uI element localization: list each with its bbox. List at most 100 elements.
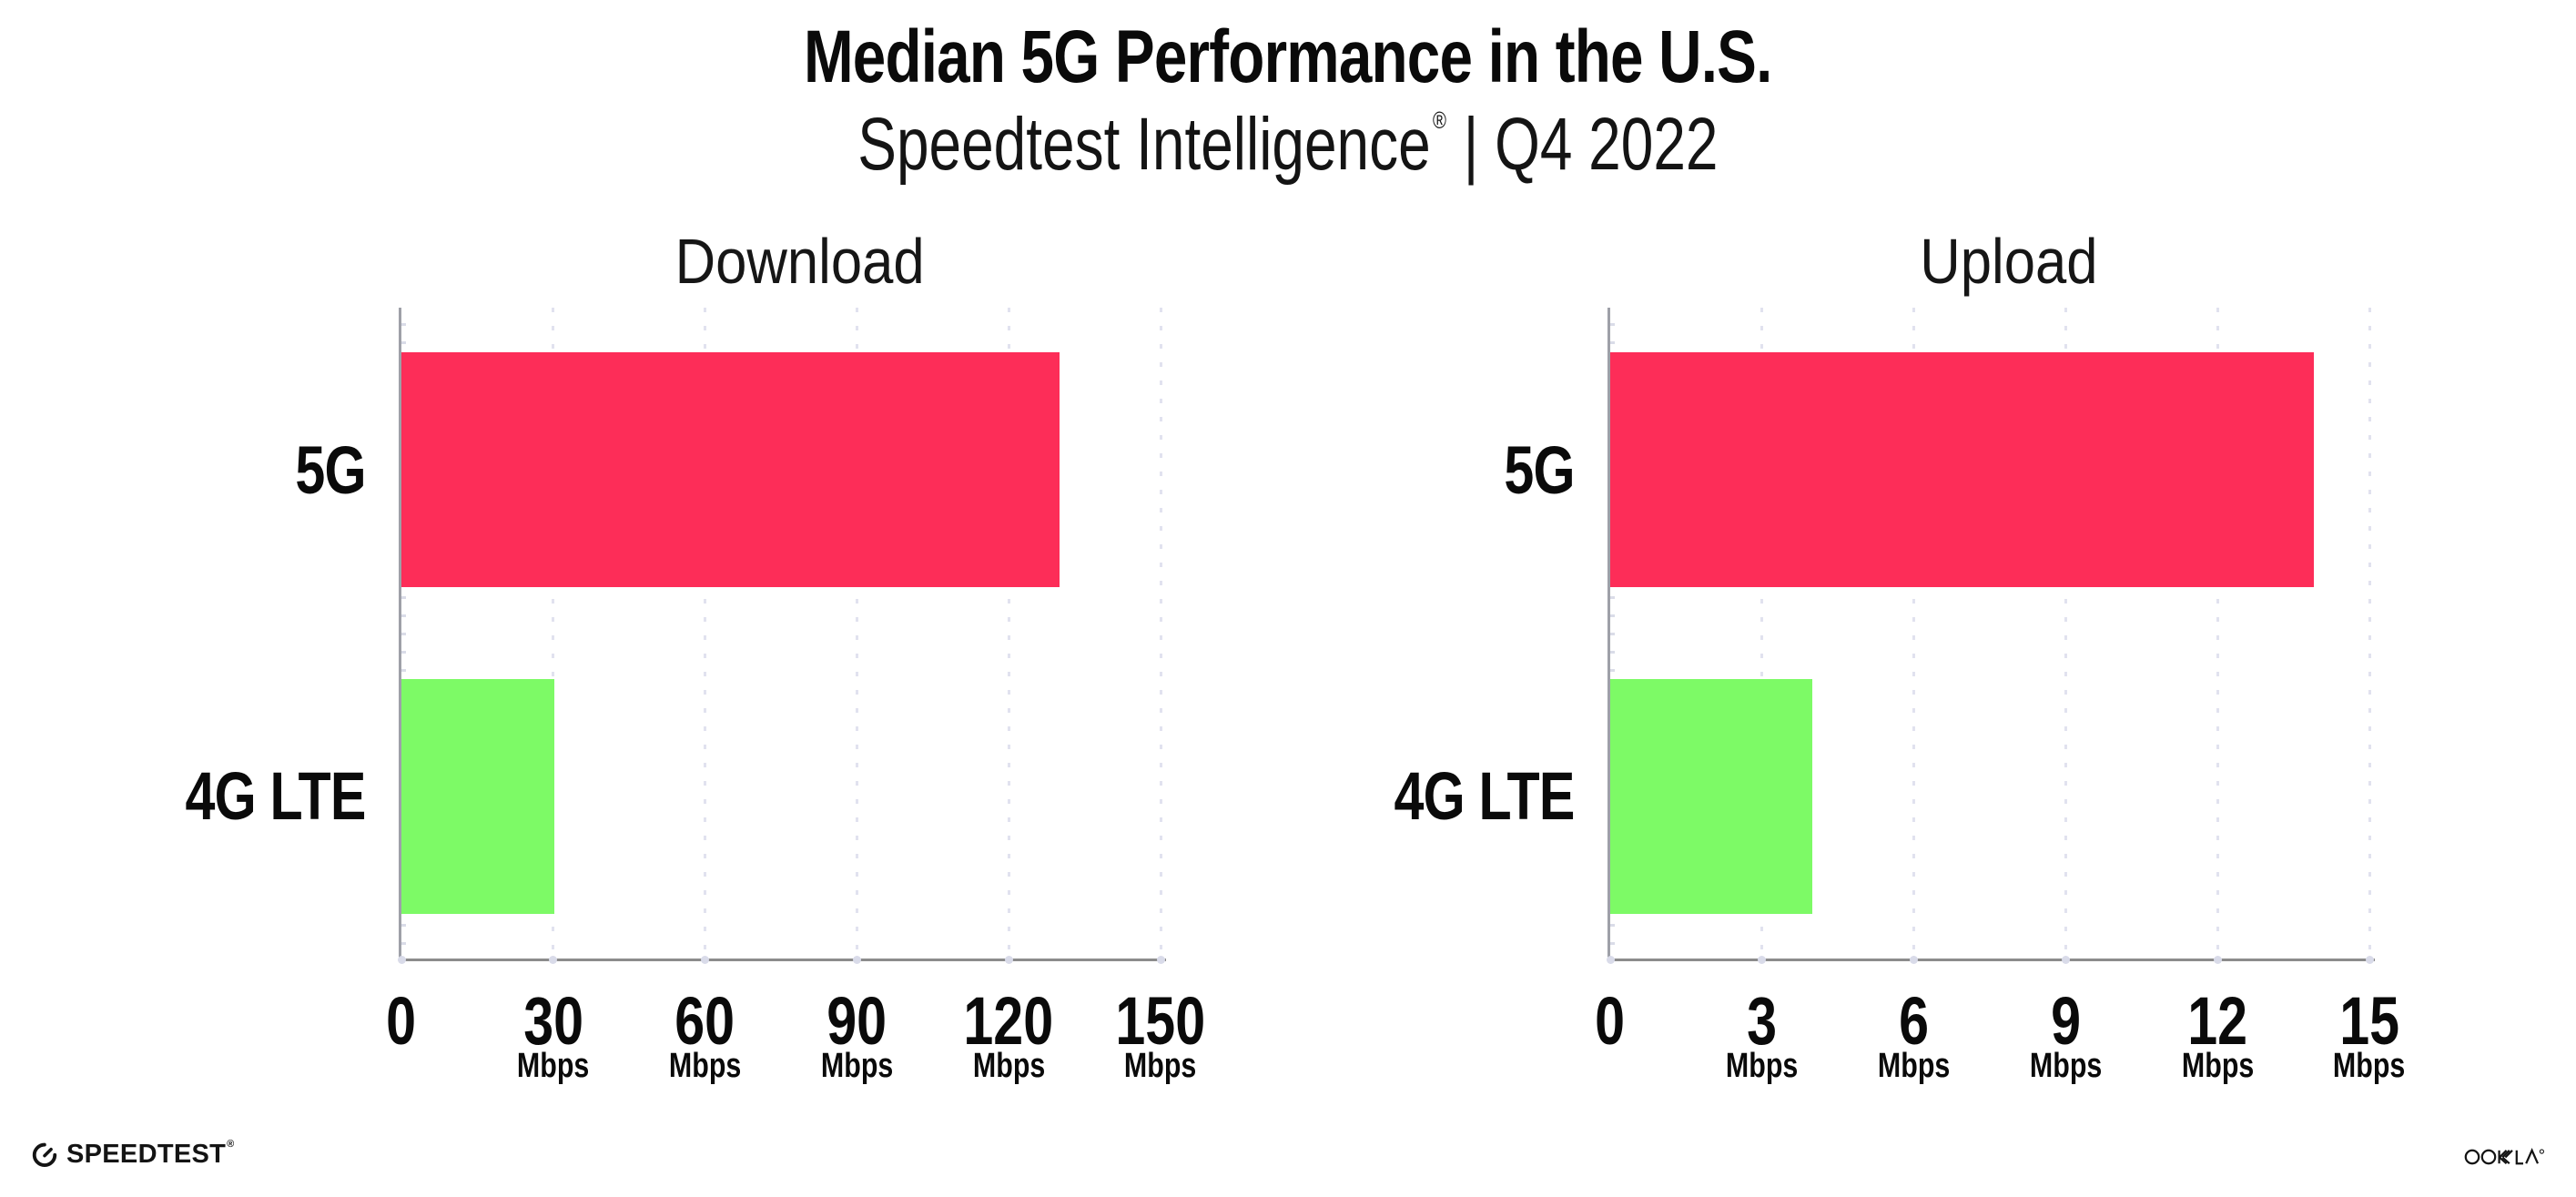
gridline-6-upload bbox=[1912, 308, 1916, 959]
tick-label-text-120: 120 bbox=[963, 983, 1054, 1059]
tick-unit-60-download: Mbps bbox=[605, 1049, 806, 1083]
tick-label-text-150: 150 bbox=[1115, 983, 1206, 1059]
ookla-wordmark-icon bbox=[2464, 1148, 2545, 1165]
y-axis-spine-download bbox=[399, 308, 406, 961]
category-label-text-4g-lte: 4G LTE bbox=[1394, 758, 1576, 834]
subtitle-period: | Q4 2022 bbox=[1463, 103, 1719, 186]
tick-unit-12-upload: Mbps bbox=[2117, 1049, 2317, 1083]
gridline-12-upload bbox=[2216, 308, 2219, 959]
x-axis-tick-dot-6-upload bbox=[1910, 956, 1919, 964]
tick-label-text-60: 60 bbox=[674, 983, 735, 1059]
bar-4g-lte-download bbox=[401, 679, 555, 914]
gridline-9-upload bbox=[2064, 308, 2067, 959]
tick-unit-3-upload: Mbps bbox=[1662, 1049, 1862, 1083]
speedtest-wordmark: SPEEDTEST® bbox=[66, 1138, 235, 1169]
bar-5g-upload bbox=[1610, 352, 2314, 587]
panel-title-upload: Upload bbox=[1736, 229, 2282, 293]
gridline-90-download bbox=[855, 308, 858, 959]
speedtest-label: SPEEDTEST bbox=[66, 1139, 227, 1169]
gridline-3-upload bbox=[1760, 308, 1764, 959]
tick-unit-text-9: Mbps bbox=[2029, 1047, 2103, 1085]
subtitle-brand: Speedtest Intelligence bbox=[857, 103, 1431, 186]
tick-label-12-upload: 12 bbox=[2117, 988, 2317, 1055]
x-axis-tick-dot-12-upload bbox=[2213, 956, 2222, 964]
category-label-text-5g: 5G bbox=[1504, 432, 1576, 508]
x-axis-tick-dot-60-download bbox=[701, 956, 710, 964]
tick-unit-text-12: Mbps bbox=[2181, 1047, 2254, 1085]
panel-title-text-upload: Upload bbox=[1920, 226, 2098, 297]
speedtest-trademark: ® bbox=[227, 1138, 235, 1150]
figure-subtitle-text: Speedtest Intelligence® | Q4 2022 bbox=[857, 107, 1718, 182]
x-axis-tick-dot-3-upload bbox=[1758, 956, 1767, 964]
tick-unit-90-download: Mbps bbox=[756, 1049, 957, 1083]
tick-unit-120-download: Mbps bbox=[908, 1049, 1109, 1083]
tick-label-9-upload: 9 bbox=[1965, 988, 2165, 1055]
tick-label-text-30: 30 bbox=[522, 983, 583, 1059]
x-axis-tick-dot-90-download bbox=[852, 956, 861, 964]
tick-label-60-download: 60 bbox=[605, 988, 806, 1055]
x-axis-tick-dot-150-download bbox=[1156, 956, 1165, 964]
category-label-4g-lte-upload: 4G LTE bbox=[1101, 758, 1576, 834]
x-axis-tick-dot-120-download bbox=[1004, 956, 1013, 964]
tick-label-text-9: 9 bbox=[2050, 983, 2081, 1059]
gridline-150-download bbox=[1159, 308, 1162, 959]
tick-label-text-15: 15 bbox=[2339, 983, 2399, 1059]
gridline-120-download bbox=[1007, 308, 1010, 959]
tick-label-15-upload: 15 bbox=[2269, 988, 2470, 1055]
x-axis-tick-dot-15-upload bbox=[2365, 956, 2374, 964]
tick-unit-9-upload: Mbps bbox=[1965, 1049, 2165, 1083]
tick-label-text-90: 90 bbox=[827, 983, 887, 1059]
tick-label-120-download: 120 bbox=[908, 988, 1109, 1055]
speedtest-gauge-icon bbox=[32, 1142, 57, 1167]
y-axis-minor-ticks bbox=[401, 308, 406, 961]
tick-label-text-6: 6 bbox=[1899, 983, 1930, 1059]
tick-unit-15-upload: Mbps bbox=[2269, 1049, 2470, 1083]
panel-title-download: Download bbox=[527, 229, 1073, 293]
category-label-text-4g-lte: 4G LTE bbox=[185, 758, 367, 834]
y-axis-minor-ticks bbox=[1610, 308, 1615, 961]
tick-label-0-upload: 0 bbox=[1510, 988, 1710, 1055]
tick-unit-text-30: Mbps bbox=[517, 1047, 590, 1085]
category-label-5g-download: 5G bbox=[0, 432, 367, 508]
figure-title-text: Median 5G Performance in the U.S. bbox=[804, 15, 1772, 98]
tick-label-3-upload: 3 bbox=[1662, 988, 1862, 1055]
x-axis-line-upload bbox=[1610, 959, 2375, 961]
tick-label-text-3: 3 bbox=[1747, 983, 1778, 1059]
category-label-text-5g: 5G bbox=[295, 432, 367, 508]
bar-4g-lte-upload bbox=[1610, 679, 1813, 914]
panel-title-text-download: Download bbox=[675, 226, 925, 297]
registered-mark: ® bbox=[1433, 107, 1447, 134]
tick-unit-6-upload: Mbps bbox=[1814, 1049, 2014, 1083]
tick-label-90-download: 90 bbox=[756, 988, 957, 1055]
tick-unit-text-6: Mbps bbox=[1877, 1047, 1951, 1085]
tick-unit-text-150: Mbps bbox=[1124, 1047, 1197, 1085]
tick-label-text-0: 0 bbox=[1595, 983, 1626, 1059]
tick-label-text-12: 12 bbox=[2187, 983, 2248, 1059]
x-axis-tick-dot-0-upload bbox=[1606, 956, 1615, 964]
x-axis-tick-dot-0-download bbox=[397, 956, 406, 964]
tick-unit-text-15: Mbps bbox=[2333, 1047, 2406, 1085]
figure-subtitle: Speedtest Intelligence® | Q4 2022 bbox=[0, 107, 2576, 182]
x-axis-tick-dot-30-download bbox=[549, 956, 558, 964]
tick-label-6-upload: 6 bbox=[1814, 988, 2014, 1055]
tick-label-150-download: 150 bbox=[1060, 988, 1261, 1055]
tick-label-0-download: 0 bbox=[301, 988, 502, 1055]
tick-unit-text-3: Mbps bbox=[1726, 1047, 1799, 1085]
ookla-logo bbox=[2464, 1146, 2546, 1172]
category-label-4g-lte-download: 4G LTE bbox=[0, 758, 367, 834]
tick-label-text-0: 0 bbox=[386, 983, 417, 1059]
x-axis-tick-dot-9-upload bbox=[2061, 956, 2070, 964]
speedtest-logo: SPEEDTEST® bbox=[31, 1138, 235, 1169]
category-label-5g-upload: 5G bbox=[1101, 432, 1576, 508]
tick-unit-text-60: Mbps bbox=[668, 1047, 742, 1085]
tick-unit-150-download: Mbps bbox=[1060, 1049, 1261, 1083]
tick-label-30-download: 30 bbox=[453, 988, 654, 1055]
figure-title: Median 5G Performance in the U.S. bbox=[0, 20, 2576, 95]
y-axis-spine-upload bbox=[1607, 308, 1615, 961]
x-axis-line-download bbox=[401, 959, 1166, 961]
bar-5g-download bbox=[401, 352, 1060, 587]
tick-unit-30-download: Mbps bbox=[453, 1049, 654, 1083]
gridline-30-download bbox=[552, 308, 555, 959]
gridline-15-upload bbox=[2368, 308, 2371, 959]
